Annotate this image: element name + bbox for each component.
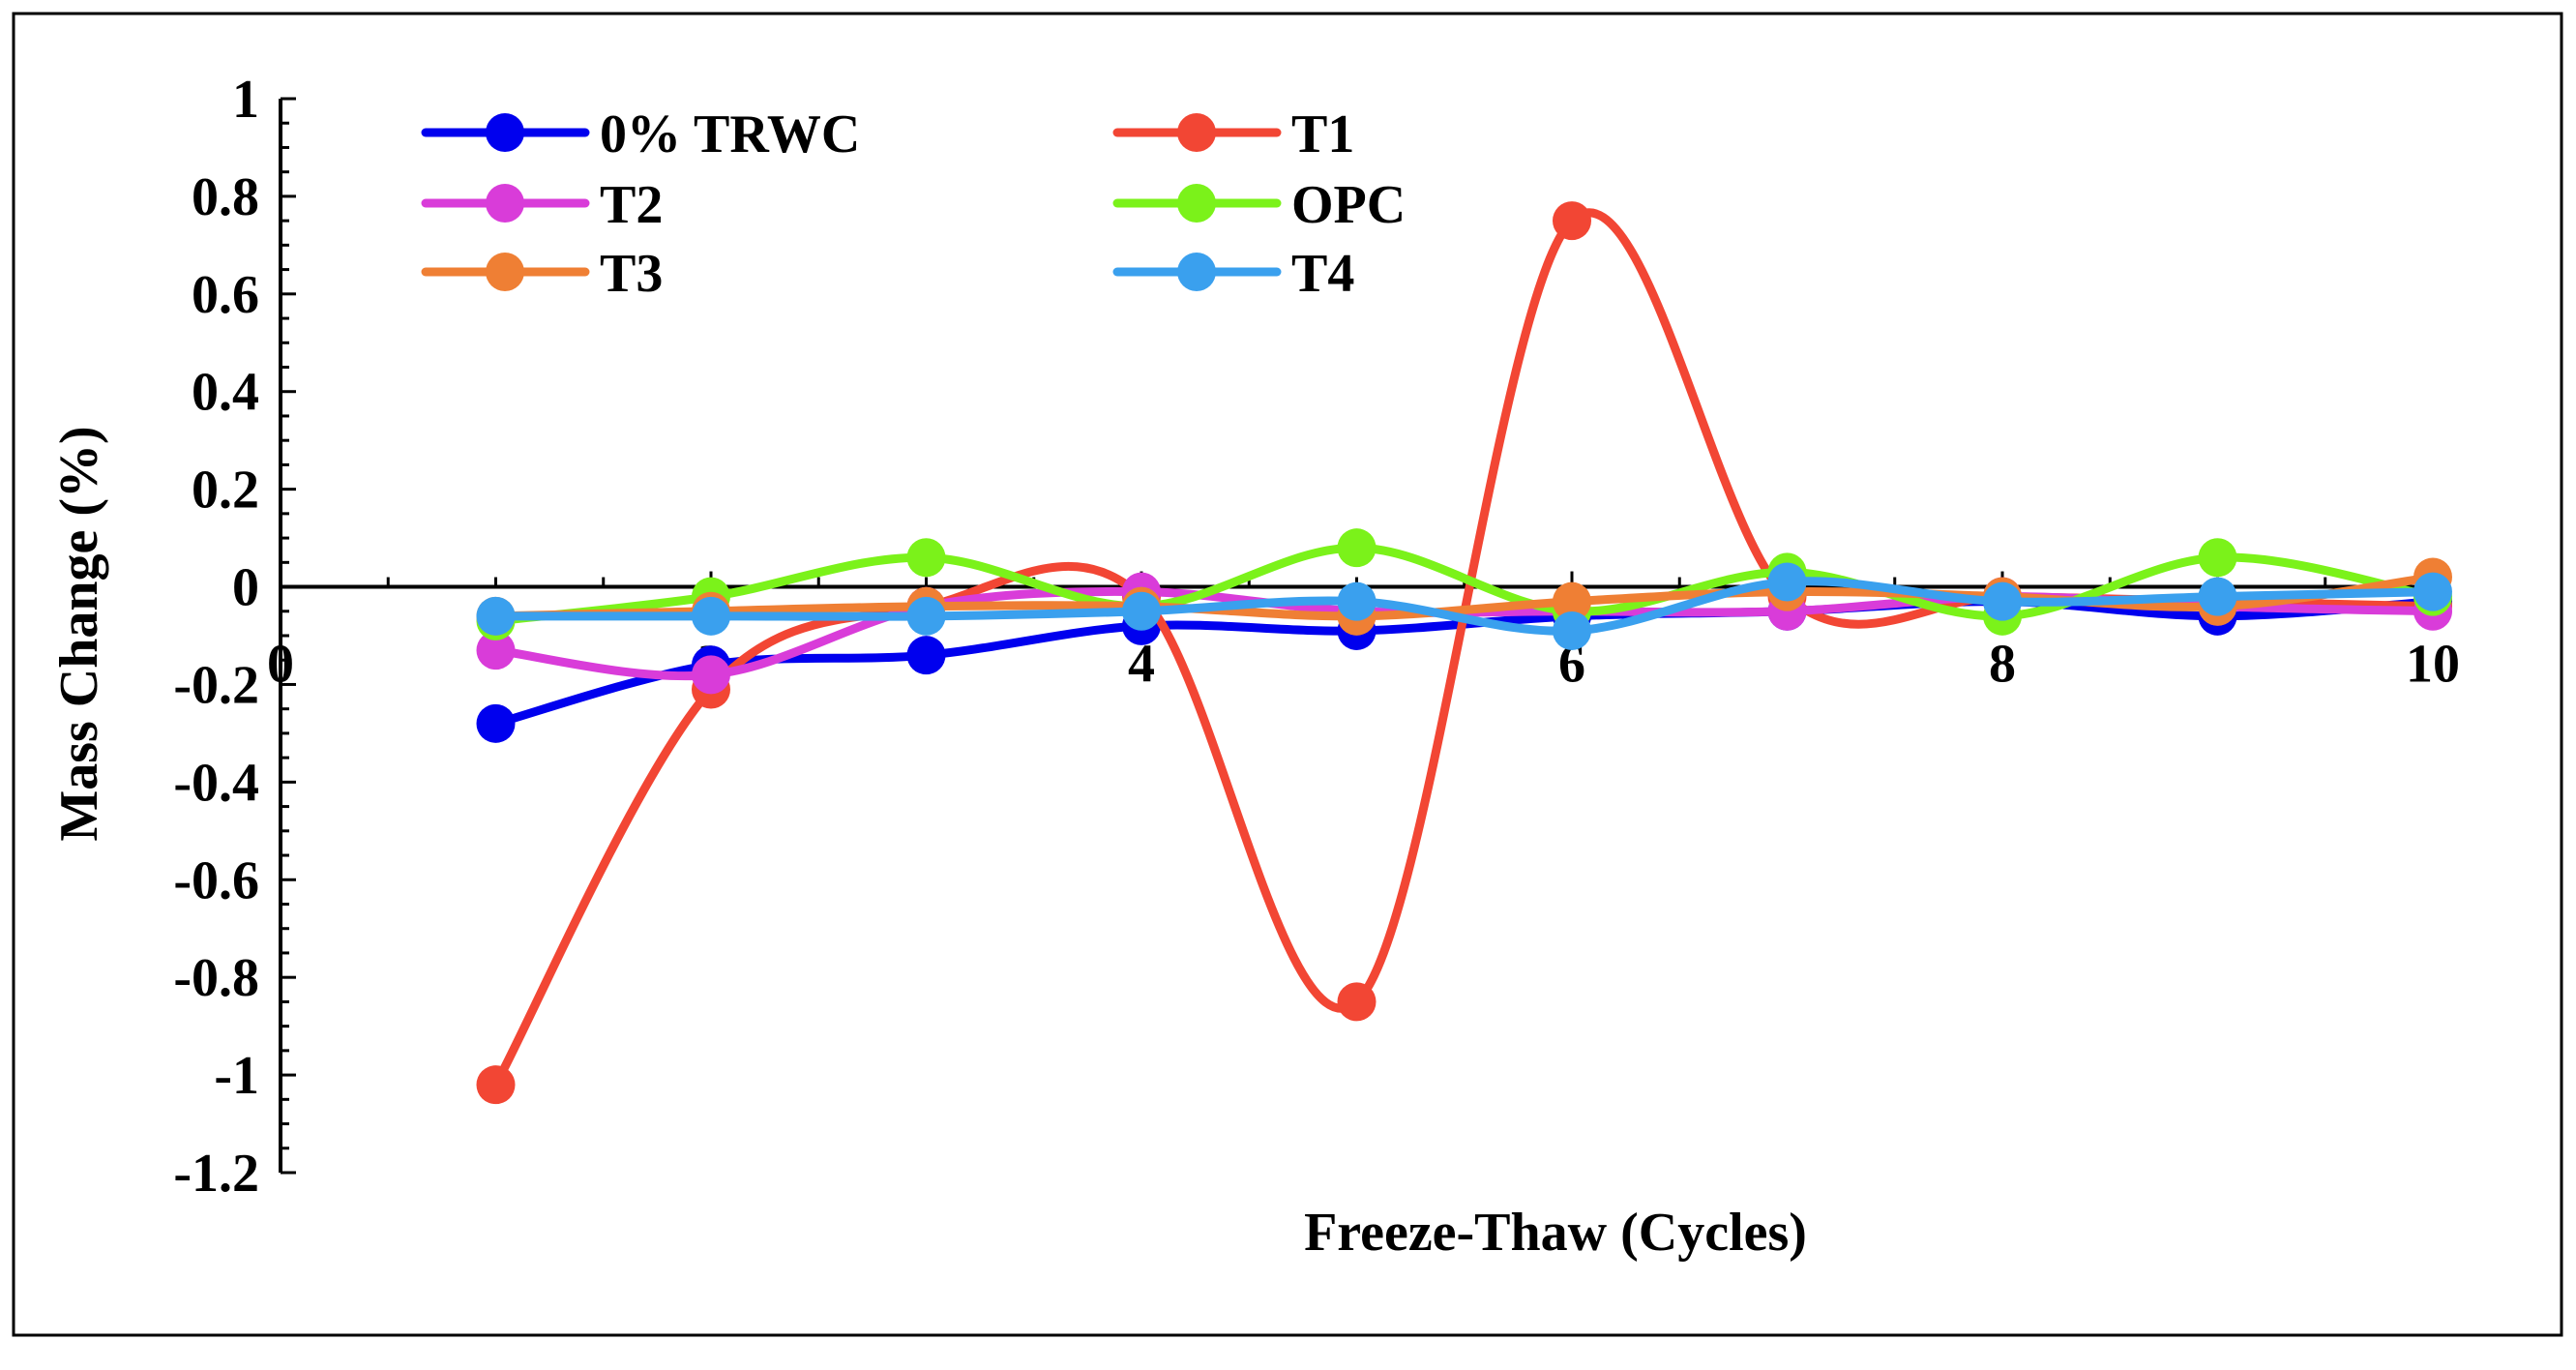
data-point-0-trwc — [906, 636, 946, 675]
legend-entry-t1: T1 — [1112, 104, 1354, 164]
y-tick-label: -1.2 — [173, 1144, 259, 1204]
legend-swatch-marker — [1177, 253, 1216, 291]
legend-entry-opc: OPC — [1112, 175, 1406, 235]
data-point-t4 — [1983, 581, 2022, 621]
legend: 0% TRWC T1 T2 OPC T3 T4 — [421, 104, 1406, 304]
data-point-t2 — [476, 631, 516, 670]
legend-swatch-marker — [486, 184, 524, 223]
series-line-0-trwc — [491, 597, 2438, 729]
data-point-t4 — [1122, 591, 1161, 631]
y-axis-title: Mass Change (%) — [49, 426, 109, 841]
legend-swatch-marker — [1177, 113, 1216, 152]
data-point-t2 — [692, 655, 730, 695]
data-point-t4 — [1767, 562, 1807, 602]
data-point-opc — [906, 538, 946, 578]
data-point-t4 — [2413, 572, 2452, 611]
x-tick-label: 10 — [2406, 635, 2460, 695]
data-point-0-trwc — [476, 703, 516, 743]
data-point-t1 — [1553, 201, 1591, 241]
data-point-t1 — [476, 1065, 516, 1105]
y-tick-label: 1 — [232, 70, 259, 130]
legend-label: T2 — [600, 175, 663, 235]
legend-entry-0-trwc: 0% TRWC — [421, 104, 860, 164]
data-point-opc — [1337, 528, 1377, 568]
y-tick-label: 0 — [232, 558, 259, 618]
data-point-t4 — [692, 596, 730, 636]
y-tick-label: 0.6 — [192, 265, 259, 325]
legend-entry-t4: T4 — [1112, 244, 1354, 304]
data-point-t3 — [1553, 581, 1591, 621]
y-tick-label: 0.2 — [192, 461, 259, 521]
x-tick-label: 8 — [1989, 635, 2016, 695]
legend-swatch-marker — [486, 113, 524, 152]
series-line-opc — [491, 543, 2438, 626]
legend-swatch-marker — [1177, 184, 1216, 223]
x-axis-title: Freeze-Thaw (Cycles) — [1304, 1203, 1807, 1263]
data-point-t4 — [1553, 611, 1591, 650]
data-point-t1 — [1337, 982, 1377, 1022]
data-point-t4 — [906, 596, 946, 636]
data-point-opc — [2198, 538, 2237, 578]
y-tick-label: -0.6 — [173, 850, 259, 910]
legend-label: T4 — [1291, 244, 1354, 304]
series-layer — [476, 201, 2452, 1105]
y-tick-label: 0.8 — [192, 167, 259, 227]
series-t4 — [476, 562, 2452, 650]
axes-layer: 10.80.60.40.20-0.2-0.4-0.6-0.8-1-1.20246… — [173, 70, 2460, 1204]
legend-label: OPC — [1291, 175, 1406, 235]
legend-swatch-marker — [486, 253, 524, 291]
y-tick-label: -0.2 — [173, 655, 259, 715]
legend-label: 0% TRWC — [600, 104, 860, 164]
y-tick-label: -0.8 — [173, 948, 259, 1008]
legend-label: T1 — [1291, 104, 1354, 164]
legend-entry-t2: T2 — [421, 175, 663, 235]
series-line-t3 — [491, 572, 2438, 621]
data-point-t4 — [476, 596, 516, 636]
data-point-t4 — [2198, 577, 2237, 616]
legend-label: T3 — [600, 244, 663, 304]
series-line-t4 — [491, 577, 2438, 636]
x-tick-label: 0 — [267, 635, 294, 695]
legend-entry-t3: T3 — [421, 244, 663, 304]
data-point-t4 — [1337, 581, 1377, 621]
figure-border — [12, 12, 2563, 1337]
y-tick-label: -0.4 — [173, 753, 259, 813]
y-tick-label: 0.4 — [192, 363, 259, 423]
y-tick-label: -1 — [214, 1046, 259, 1106]
